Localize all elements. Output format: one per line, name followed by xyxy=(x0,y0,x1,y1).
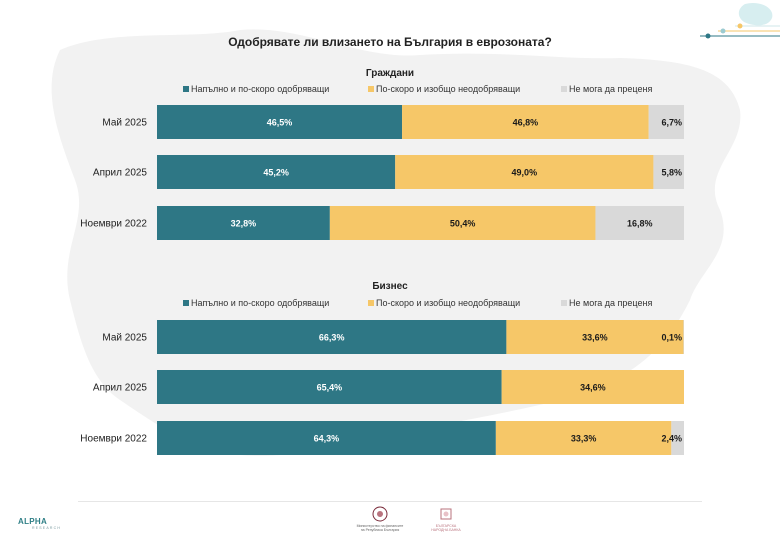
legend-swatch xyxy=(561,86,567,92)
bar-segment xyxy=(402,105,649,139)
legend-swatch xyxy=(368,300,374,306)
bar-segment xyxy=(671,421,684,455)
header-decoration xyxy=(700,2,780,39)
data-label: 66,3% xyxy=(319,333,345,343)
data-label: 46,8% xyxy=(513,118,539,128)
category-label: Април 2025 xyxy=(93,383,148,394)
bar-segment xyxy=(495,421,672,455)
legend-label: По-скоро и изобщо неодобряващи xyxy=(376,84,520,94)
data-label: 46,5% xyxy=(267,118,293,128)
chart-title: Одобрявате ли влизането на България в ев… xyxy=(228,35,552,49)
bar-segment xyxy=(157,370,502,404)
data-label: 64,3% xyxy=(314,434,340,444)
data-label: 45,2% xyxy=(263,168,289,178)
data-label: 0,1% xyxy=(661,333,682,343)
data-label: 16,8% xyxy=(627,219,653,229)
chart-panel-1: Граждани Напълно и по-скоро одобряващи По-… xyxy=(80,68,684,240)
bar-segment xyxy=(653,155,684,189)
bar-segment xyxy=(157,155,396,189)
legend-swatch xyxy=(368,86,374,92)
bar-segment xyxy=(683,320,684,354)
bnb-label: БЪЛГАРСКА НАРОДНА БАНКА xyxy=(431,523,461,533)
alpha-logo-text: ALPHA xyxy=(18,517,48,526)
footer-divider xyxy=(78,501,702,502)
bar-segment xyxy=(648,105,684,139)
legend-label: Не мога да преценя xyxy=(569,84,652,94)
ministry-emblem-icon xyxy=(372,506,388,522)
ministry-label: Министерство на финансите на Република Б… xyxy=(356,523,404,533)
alpha-research-logo: ALPHA RESEARCH xyxy=(18,517,61,530)
bar-segment xyxy=(157,421,496,455)
category-label: Ноември 2022 xyxy=(80,219,147,230)
category-label: Ноември 2022 xyxy=(80,434,147,445)
data-label: 65,4% xyxy=(317,383,343,393)
data-label: 5,8% xyxy=(661,168,682,178)
category-label: Април 2025 xyxy=(93,168,148,179)
data-label: 32,8% xyxy=(231,219,257,229)
legend-swatch xyxy=(183,300,189,306)
data-label: 34,6% xyxy=(580,383,606,393)
data-label: 6,7% xyxy=(661,118,682,128)
bar-segment xyxy=(501,370,684,404)
legend-swatch xyxy=(183,86,189,92)
data-label: 50,4% xyxy=(450,219,476,229)
data-label: 2,4% xyxy=(661,434,682,444)
data-label: 49,0% xyxy=(512,168,538,178)
bar-segment xyxy=(157,105,403,139)
legend-label: По-скоро и изобщо неодобряващи xyxy=(376,298,520,308)
bnb-logo: БЪЛГАРСКА НАРОДНА БАНКА xyxy=(428,506,464,533)
bar-segment xyxy=(157,206,330,240)
data-label: 33,6% xyxy=(582,333,608,343)
bar-segment xyxy=(506,320,684,354)
legend-swatch xyxy=(561,300,567,306)
bar-segment xyxy=(595,206,684,240)
bar-segment xyxy=(395,155,654,189)
data-label: 33,3% xyxy=(571,434,597,444)
legend-label: Не мога да преценя xyxy=(569,298,652,308)
ministry-of-finance-logo: Министерство на финансите на Република Б… xyxy=(355,506,405,533)
panel-title: Бизнес xyxy=(372,281,408,292)
bnb-emblem-icon xyxy=(440,508,452,520)
legend-label: Напълно и по-скоро одобряващи xyxy=(191,298,329,308)
bar-segment xyxy=(157,320,507,354)
category-label: Май 2025 xyxy=(102,333,147,344)
category-label: Май 2025 xyxy=(102,118,147,129)
bar-segment xyxy=(329,206,596,240)
panel-title: Граждани xyxy=(366,68,414,79)
chart-panel-2: Бизнес Напълно и по-скоро одобряващи По-ск… xyxy=(80,281,684,455)
legend-label: Напълно и по-скоро одобряващи xyxy=(191,84,329,94)
alpha-logo-subtext: RESEARCH xyxy=(32,526,62,530)
